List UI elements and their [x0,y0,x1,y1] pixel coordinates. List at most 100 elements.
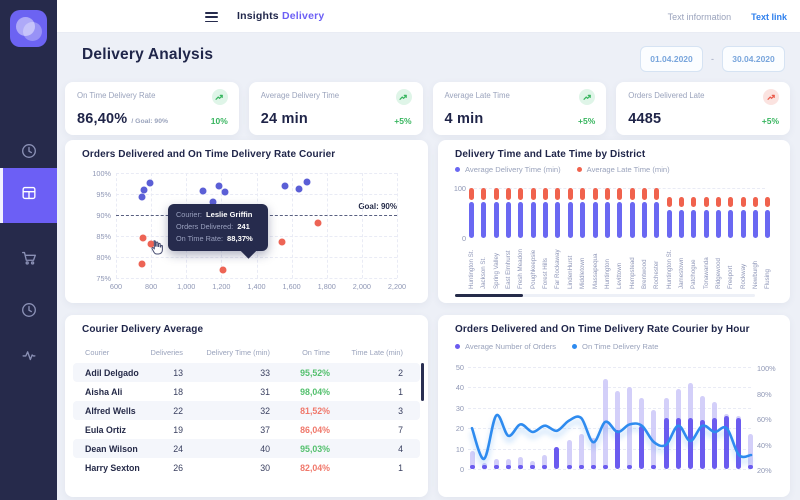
district-bar-delivery[interactable] [493,202,499,238]
hour-bar-solid[interactable] [699,420,705,469]
district-bar-late[interactable] [604,188,610,200]
scatter-point-above-goal[interactable] [303,178,311,186]
hour-bar-solid[interactable] [554,446,560,469]
district-bar-delivery[interactable] [716,209,721,238]
district-bar-delivery[interactable] [666,209,672,238]
district-bar-delivery[interactable] [629,202,635,238]
scatter-point-above-goal[interactable] [215,182,223,190]
scatter-point-above-goal[interactable] [138,193,146,201]
hour-bar-solid[interactable] [724,415,730,469]
district-bar-delivery[interactable] [617,202,623,238]
district-bar-late[interactable] [481,188,487,200]
district-bar-late[interactable] [580,188,586,200]
district-bar-delivery[interactable] [703,209,709,238]
district-bar-late[interactable] [740,197,746,207]
scatter-point-below-goal[interactable] [147,240,155,248]
district-bar-late[interactable] [617,188,623,200]
scatter-point-above-goal[interactable] [209,198,217,206]
hour-bar-total[interactable] [602,379,608,469]
district-bar-late[interactable] [506,188,512,200]
date-to-button[interactable]: 30.04.2020 [722,46,785,72]
hour-bar-solid[interactable] [505,464,511,469]
hour-bar-solid[interactable] [566,464,572,469]
district-scrollbar-thumb[interactable] [455,294,523,297]
menu-hamburger-icon[interactable] [205,12,219,25]
hour-bar-solid[interactable] [615,430,621,469]
district-bar-late[interactable] [765,197,771,207]
sidebar-item-history[interactable] [0,133,57,173]
hour-bar-total[interactable] [493,458,499,469]
district-bar-late[interactable] [592,188,598,200]
district-bar-delivery[interactable] [481,202,487,238]
district-bar-late[interactable] [703,197,709,207]
hour-bar-solid[interactable] [639,426,645,469]
district-bar-delivery[interactable] [518,202,524,238]
hour-bar-total[interactable] [748,434,754,469]
district-bar-delivery[interactable] [543,202,549,238]
scatter-point-above-goal[interactable] [221,188,229,196]
district-bar-late[interactable] [530,188,536,200]
hour-bar-solid[interactable] [651,464,657,469]
district-bar-delivery[interactable] [691,209,697,238]
hour-bar-total[interactable] [542,454,548,469]
district-bar-delivery[interactable] [740,209,746,238]
hour-bar-solid[interactable] [518,464,524,469]
hour-bar-total[interactable] [505,458,511,469]
hour-bar-solid[interactable] [469,464,475,469]
scatter-point-below-goal[interactable] [278,238,286,246]
district-bar-late[interactable] [493,188,499,200]
district-bar-late[interactable] [641,188,647,200]
hour-bar-total[interactable] [627,387,633,469]
scatter-point-above-goal[interactable] [146,179,154,187]
district-bar-delivery[interactable] [506,202,512,238]
hour-bar-solid[interactable] [736,418,742,469]
district-bar-delivery[interactable] [580,202,586,238]
hour-bar-total[interactable] [578,434,584,469]
hour-bar-solid[interactable] [627,464,633,469]
hour-bar-solid[interactable] [481,464,487,469]
scatter-point-above-goal[interactable] [281,182,289,190]
hour-bar-solid[interactable] [530,464,536,469]
district-bar-delivery[interactable] [654,202,660,238]
district-bar-late[interactable] [469,188,474,200]
district-bar-late[interactable] [753,197,759,207]
district-bar-late[interactable] [518,188,524,200]
sidebar-item-time[interactable] [0,292,57,332]
hour-bar-solid[interactable] [493,464,499,469]
sidebar-item-dashboard[interactable] [0,168,57,223]
district-bar-late[interactable] [666,197,672,207]
text-link[interactable]: Text link [751,11,787,22]
district-bar-late[interactable] [691,197,697,207]
district-bar-delivery[interactable] [530,202,536,238]
district-bar-late[interactable] [716,197,721,207]
scatter-point-above-goal[interactable] [140,186,148,194]
table-scrollbar-thumb[interactable] [421,363,424,401]
hour-bar-solid[interactable] [602,464,608,469]
scatter-point-below-goal[interactable] [219,266,227,274]
hour-bar-solid[interactable] [590,464,596,469]
district-bar-delivery[interactable] [765,209,771,238]
hour-bar-solid[interactable] [578,464,584,469]
district-bar-delivery[interactable] [469,202,474,238]
scatter-point-below-goal[interactable] [139,234,147,242]
district-bar-delivery[interactable] [567,202,573,238]
district-bar-late[interactable] [678,197,684,207]
scatter-point-below-goal[interactable] [138,260,146,268]
scatter-point-above-goal[interactable] [199,187,207,195]
district-bar-late[interactable] [728,197,734,207]
hour-bar-solid[interactable] [712,418,718,469]
hour-bar-solid[interactable] [687,418,693,469]
district-bar-late[interactable] [555,188,561,200]
date-from-button[interactable]: 01.04.2020 [640,46,703,72]
district-bar-delivery[interactable] [728,209,734,238]
district-bar-late[interactable] [629,188,635,200]
district-bar-late[interactable] [654,188,660,200]
sidebar-item-activity[interactable] [0,337,57,377]
hour-bar-solid[interactable] [675,418,681,469]
district-bar-delivery[interactable] [753,209,759,238]
district-bar-late[interactable] [543,188,549,200]
district-bar-late[interactable] [567,188,573,200]
sidebar-item-orders[interactable] [0,240,57,280]
hour-bar-solid[interactable] [542,464,548,469]
district-bar-delivery[interactable] [641,202,647,238]
